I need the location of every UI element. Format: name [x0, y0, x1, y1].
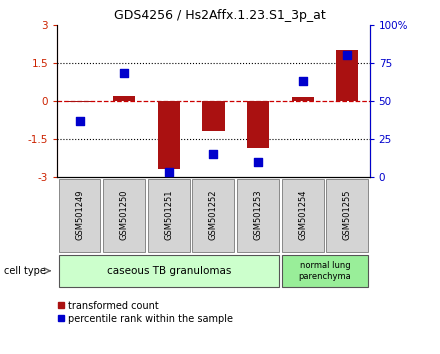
Bar [68, 101, 91, 102]
Text: GSM501250: GSM501250 [120, 190, 128, 240]
Point [121, 71, 128, 76]
Bar [113, 96, 136, 101]
Bar [336, 50, 359, 101]
Point [76, 118, 83, 124]
Point [165, 170, 172, 175]
Bar [282, 178, 324, 252]
Text: GSM501249: GSM501249 [75, 190, 84, 240]
Point [210, 152, 217, 157]
Bar [282, 255, 368, 287]
Bar [202, 101, 224, 131]
Bar [59, 255, 279, 287]
Text: GSM501255: GSM501255 [343, 190, 352, 240]
Bar [59, 178, 100, 252]
Text: GSM501252: GSM501252 [209, 190, 218, 240]
Bar [103, 178, 145, 252]
Text: GDS4256 / Hs2Affx.1.23.S1_3p_at: GDS4256 / Hs2Affx.1.23.S1_3p_at [114, 9, 326, 22]
Text: caseous TB granulomas: caseous TB granulomas [106, 266, 231, 276]
Bar [192, 178, 235, 252]
Text: GSM501253: GSM501253 [253, 190, 263, 240]
Bar [237, 178, 279, 252]
Bar [158, 101, 180, 170]
Bar [326, 178, 368, 252]
Point [299, 78, 306, 84]
Text: GSM501251: GSM501251 [164, 190, 173, 240]
Legend: transformed count, percentile rank within the sample: transformed count, percentile rank withi… [53, 297, 237, 327]
Bar [247, 101, 269, 148]
Text: cell type: cell type [4, 266, 46, 276]
Bar [148, 178, 190, 252]
Text: normal lung
parenchyma: normal lung parenchyma [299, 261, 352, 280]
Bar [292, 97, 314, 101]
Point [254, 159, 261, 165]
Text: GSM501254: GSM501254 [298, 190, 307, 240]
Point [344, 52, 351, 58]
